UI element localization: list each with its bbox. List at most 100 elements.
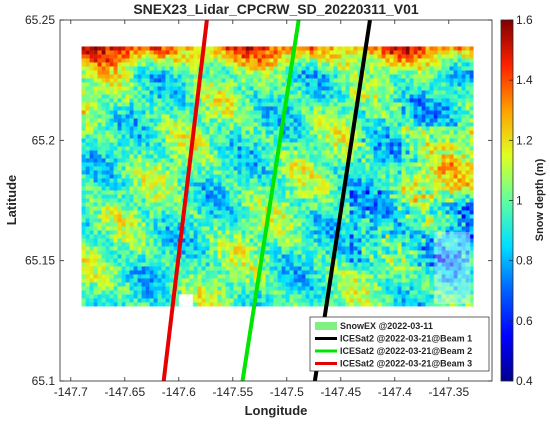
raster-cell xyxy=(337,114,342,119)
raster-cell xyxy=(193,190,198,195)
raster-cell xyxy=(209,70,214,75)
raster-cell xyxy=(185,126,190,131)
raster-cell xyxy=(449,142,454,147)
raster-cell xyxy=(157,166,162,171)
raster-cell xyxy=(157,70,162,75)
raster-cell xyxy=(81,178,86,183)
raster-cell xyxy=(261,218,266,223)
raster-cell xyxy=(213,186,218,191)
raster-cell xyxy=(89,66,94,71)
raster-cell xyxy=(197,178,202,183)
raster-cell xyxy=(337,230,342,235)
raster-cell xyxy=(301,54,306,59)
raster-cell xyxy=(117,174,122,179)
raster-cell xyxy=(173,174,178,179)
raster-cell xyxy=(81,166,86,171)
raster-cell xyxy=(305,122,310,127)
raster-cell xyxy=(325,106,330,111)
raster-cell xyxy=(217,102,222,107)
raster-cell xyxy=(285,154,290,159)
raster-cell xyxy=(345,66,350,71)
raster-cell xyxy=(241,226,246,231)
raster-cell xyxy=(109,158,114,163)
raster-cell xyxy=(313,90,318,95)
raster-cell xyxy=(429,210,434,215)
raster-cell xyxy=(185,62,190,67)
raster-cell xyxy=(433,46,438,51)
raster-cell xyxy=(373,154,378,159)
raster-cell xyxy=(125,54,130,59)
raster-cell xyxy=(265,170,270,175)
raster-cell xyxy=(401,138,406,143)
raster-cell xyxy=(337,146,342,151)
raster-cell xyxy=(249,246,254,251)
raster-cell xyxy=(313,166,318,171)
raster-cell xyxy=(141,102,146,107)
raster-cell xyxy=(329,66,334,71)
raster-cell xyxy=(149,210,154,215)
raster-cell xyxy=(93,174,98,179)
raster-cell xyxy=(229,126,234,131)
raster-cell xyxy=(269,122,274,127)
raster-cell xyxy=(181,98,186,103)
raster-cell xyxy=(129,158,134,163)
raster-cell xyxy=(301,238,306,243)
raster-cell xyxy=(281,186,286,191)
raster-cell xyxy=(229,166,234,171)
raster-cell xyxy=(209,222,214,227)
raster-cell xyxy=(413,226,418,231)
raster-cell xyxy=(113,78,118,83)
raster-cell xyxy=(417,202,422,207)
raster-cell xyxy=(381,242,386,247)
raster-cell xyxy=(257,198,262,203)
raster-cell xyxy=(381,118,386,123)
raster-cell xyxy=(137,198,142,203)
raster-cell xyxy=(113,74,118,79)
raster-cell xyxy=(337,66,342,71)
raster-cell xyxy=(101,78,106,83)
raster-cell xyxy=(353,58,358,63)
raster-cell xyxy=(125,86,130,91)
raster-cell xyxy=(201,214,206,219)
raster-cell xyxy=(241,186,246,191)
raster-cell xyxy=(329,170,334,175)
raster-cell xyxy=(389,98,394,103)
raster-cell xyxy=(209,82,214,87)
raster-cell xyxy=(93,66,98,71)
raster-cell xyxy=(261,66,266,71)
raster-cell xyxy=(113,86,118,91)
raster-cell xyxy=(353,90,358,95)
raster-cell xyxy=(297,62,302,67)
raster-cell xyxy=(89,210,94,215)
raster-cell xyxy=(129,106,134,111)
raster-cell xyxy=(173,106,178,111)
raster-cell xyxy=(153,58,158,63)
raster-cell xyxy=(161,222,166,227)
raster-cell xyxy=(465,126,470,131)
raster-cell xyxy=(85,110,90,115)
raster-cell xyxy=(101,246,106,251)
raster-cell xyxy=(397,206,402,211)
raster-cell xyxy=(109,46,114,51)
raster-cell xyxy=(305,102,310,107)
raster-cell xyxy=(405,198,410,203)
raster-cell xyxy=(245,198,250,203)
raster-cell xyxy=(185,106,190,111)
raster-cell xyxy=(401,206,406,211)
raster-cell xyxy=(89,190,94,195)
raster-cell xyxy=(253,130,258,135)
raster-cell xyxy=(317,146,322,151)
raster-cell xyxy=(421,62,426,67)
raster-cell xyxy=(173,118,178,123)
raster-cell xyxy=(273,198,278,203)
raster-cell xyxy=(273,70,278,75)
raster-cell xyxy=(241,234,246,239)
raster-cell xyxy=(113,146,118,151)
raster-cell xyxy=(401,114,406,119)
raster-cell xyxy=(197,214,202,219)
raster-cell xyxy=(141,150,146,155)
raster-cell xyxy=(309,78,314,83)
raster-cell xyxy=(301,58,306,63)
raster-cell xyxy=(225,206,230,211)
raster-cell xyxy=(217,246,222,251)
